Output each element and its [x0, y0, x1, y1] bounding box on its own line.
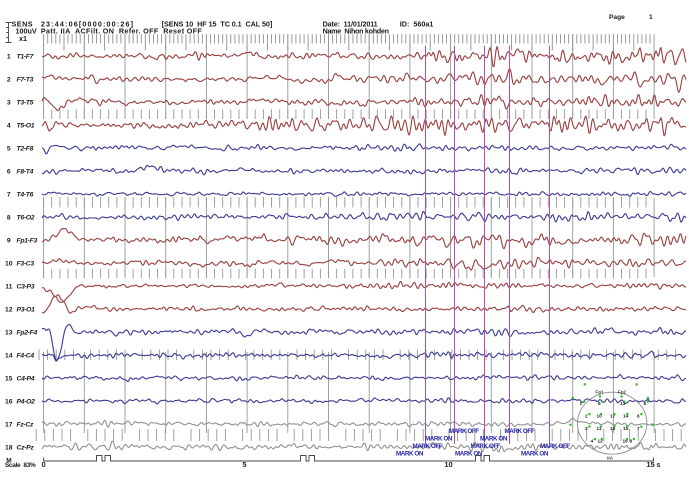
- svg-text:Fp2-F4: Fp2-F4: [17, 329, 38, 336]
- svg-text:1: 1: [580, 401, 583, 406]
- svg-text:9: 9: [7, 237, 11, 244]
- svg-text:15: 15: [623, 426, 629, 431]
- svg-text:MARK OFF: MARK OFF: [505, 428, 535, 435]
- svg-text:F4-C4: F4-C4: [17, 352, 35, 359]
- svg-text:10: 10: [5, 260, 13, 267]
- svg-text:23:44:06[0000:00:26]: 23:44:06[0000:00:26]: [41, 19, 134, 28]
- svg-text:0: 0: [42, 460, 46, 469]
- svg-text:11: 11: [5, 283, 12, 290]
- svg-text:2: 2: [585, 414, 588, 419]
- svg-text:C3-P3: C3-P3: [17, 283, 35, 290]
- svg-text:13: 13: [5, 329, 13, 336]
- svg-text:16: 16: [5, 398, 13, 405]
- svg-text:s: s: [657, 462, 661, 469]
- svg-text:C4-P4: C4-P4: [17, 375, 35, 382]
- svg-text:MARK ON: MARK ON: [455, 451, 483, 458]
- svg-text:T4-T6: T4-T6: [17, 191, 34, 198]
- svg-text:15: 15: [646, 460, 654, 469]
- svg-text:8: 8: [630, 439, 633, 444]
- svg-text:1: 1: [649, 14, 653, 21]
- svg-text:MARK ON: MARK ON: [396, 451, 424, 458]
- svg-text:Fz-Cz: Fz-Cz: [17, 421, 35, 428]
- svg-text:6: 6: [637, 414, 640, 419]
- svg-text:F3-C3: F3-C3: [17, 260, 35, 267]
- svg-text:100uV: 100uV: [16, 27, 37, 36]
- svg-text:Fp1: Fp1: [595, 390, 604, 395]
- svg-text:12: 12: [5, 306, 13, 313]
- svg-text:Name Nihon kohden: Name Nihon kohden: [323, 27, 389, 36]
- svg-text:18: 18: [610, 426, 616, 431]
- svg-text:5: 5: [644, 401, 647, 406]
- svg-text:9: 9: [598, 401, 601, 406]
- svg-text:12: 12: [598, 439, 604, 444]
- svg-text:17: 17: [610, 414, 616, 419]
- svg-text:6: 6: [7, 168, 11, 175]
- svg-text:T5-O1: T5-O1: [17, 122, 35, 129]
- svg-text:Fp2: Fp2: [618, 390, 627, 395]
- svg-text:P4-O2: P4-O2: [17, 398, 36, 405]
- svg-text:Date: 11/01/2011: Date: 11/01/2011: [323, 19, 378, 28]
- svg-text:5: 5: [242, 460, 246, 469]
- svg-text:18: 18: [5, 444, 13, 451]
- svg-text:17: 17: [5, 421, 13, 428]
- svg-text:MARK OFF: MARK OFF: [449, 428, 479, 435]
- svg-text:Patt. IIA ACFilt. ON Refer.: Patt. IIA ACFilt. ON Refer. OFF Reset OF…: [41, 27, 202, 36]
- svg-text:14: 14: [5, 352, 13, 359]
- svg-text:T6-O2: T6-O2: [17, 214, 35, 221]
- svg-text:MARK OFF: MARK OFF: [540, 443, 570, 450]
- svg-text:15: 15: [5, 375, 13, 382]
- svg-text:5: 5: [7, 145, 11, 152]
- svg-text:ID: 560a1: ID: 560a1: [400, 19, 434, 28]
- svg-text:MARK ON: MARK ON: [425, 436, 453, 443]
- svg-text:M: M: [6, 457, 11, 464]
- svg-text:13: 13: [620, 401, 626, 406]
- svg-text:10: 10: [444, 460, 452, 469]
- svg-text:2: 2: [7, 76, 11, 83]
- svg-text:8: 8: [7, 214, 11, 221]
- svg-text:F8-T4: F8-T4: [17, 168, 34, 175]
- svg-text:T3-T5: T3-T5: [17, 99, 34, 106]
- svg-text:MARK OFF: MARK OFF: [413, 443, 443, 450]
- svg-text:4: 4: [591, 439, 594, 444]
- svg-text:16: 16: [623, 439, 629, 444]
- svg-text:T1-F7: T1-F7: [17, 53, 35, 60]
- svg-text:Fp1-F3: Fp1-F3: [17, 237, 38, 244]
- svg-text:3: 3: [585, 426, 588, 431]
- svg-text:Cz-Pz: Cz-Pz: [17, 444, 35, 451]
- svg-text:Page: Page: [609, 14, 625, 21]
- svg-text:1: 1: [7, 53, 11, 60]
- svg-text:3: 3: [7, 99, 11, 106]
- svg-text:P3-O1: P3-O1: [17, 306, 36, 313]
- svg-text:Scale 83%: Scale 83%: [5, 462, 36, 469]
- svg-text:MARK ON: MARK ON: [480, 436, 508, 443]
- svg-text:SENS: SENS: [12, 19, 34, 28]
- svg-text:4: 4: [7, 122, 11, 129]
- svg-text:IIA: IIA: [607, 456, 614, 461]
- svg-text:7: 7: [7, 191, 11, 198]
- svg-text:F7-T3: F7-T3: [17, 76, 34, 83]
- svg-text:14: 14: [623, 414, 629, 419]
- svg-text:x1: x1: [19, 34, 27, 43]
- svg-text:MARK OFF: MARK OFF: [471, 443, 501, 450]
- svg-text:10: 10: [597, 414, 603, 419]
- svg-text:7: 7: [637, 426, 640, 431]
- svg-text:MARK ON: MARK ON: [521, 451, 549, 458]
- svg-text:T2-F8: T2-F8: [17, 145, 34, 152]
- svg-text:[SENS 10 HF 15 TC 0.1 CAL 5: [SENS 10 HF 15 TC 0.1 CAL 50]: [162, 19, 273, 28]
- svg-text:11: 11: [597, 426, 602, 431]
